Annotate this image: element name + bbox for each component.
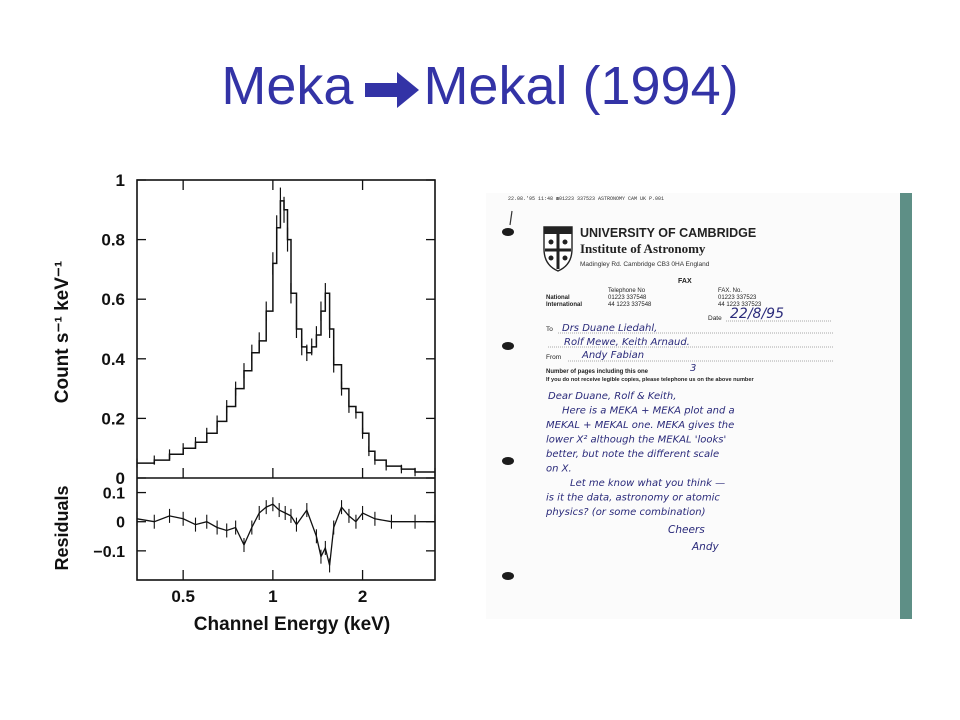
slide-title: Meka Mekal (1994) [0,55,960,117]
fax-document: 22.08.'95 11:48 ☎01223 337523 ASTRONOMY … [486,193,912,619]
fax-message-line: Here is a MEKA + MEKA plot and a [562,406,735,417]
residual-series [136,497,436,573]
international-tel: 44 1223 337548 [608,302,652,308]
y-tick-label: 0.4 [101,350,125,369]
institution-name: UNIVERSITY OF CAMBRIDGE [580,226,756,240]
national-fax: 01223 337523 [718,295,757,301]
fax-notice: If you do not receive legible copies, pl… [546,377,754,383]
international-fax: 44 1223 337523 [718,302,762,308]
fax-message-body: Dear Duane, Rolf & Keith, Here is a MEKA … [545,391,735,518]
x-axis-ticks: 0.5 1 2 [171,180,367,606]
telephone-no-label: Telephone No [608,288,646,294]
x-tick-label: 2 [358,587,367,606]
y-axis-label: Count s⁻¹ keV⁻¹ [52,261,73,404]
spectrum-series [136,187,436,477]
fax-label: FAX [678,278,692,285]
spectrum-chart: 00.20.40.60.81 −0.100.1 0.5 1 2 Count s⁻¹ … [52,171,436,635]
to-line-2: Rolf Mewe, Keith Arnaud. [564,337,690,348]
fax-message-line: better, but note the different scale [546,449,719,460]
residual-line [136,503,435,566]
y-tick-label: 0.6 [101,290,125,309]
fax-message-line: Dear Duane, Rolf & Keith, [548,391,676,402]
y-tick-label: 1 [116,171,125,190]
fax-no-label: FAX. No. [718,288,742,294]
fax-signature: Andy [691,541,720,553]
residual-axis-label: Residuals [52,485,72,570]
fax-edge [900,193,912,619]
fax-message-line: on X. [546,464,572,475]
institute-name: Institute of Astronomy [580,241,706,256]
x-tick-label: 1 [268,587,277,606]
national-label: National [546,295,570,301]
fax-closing: Cheers [668,524,705,536]
x-axis-label: Channel Energy (keV) [194,614,390,635]
pages-value: 3 [690,363,696,374]
fax-message-line: MEKAL + MEKAL one. MEKA gives the [546,420,734,431]
y-tick-label: 0.2 [101,409,125,428]
university-crest-icon [543,226,573,272]
from-label: From [546,354,561,361]
date-label: Date [708,315,722,322]
chart-frame [136,179,436,581]
residual-tick-label: 0.1 [103,486,125,503]
title-left-text: Meka [221,56,354,116]
from-value: Andy Fabian [581,350,644,361]
institute-address: Madingley Rd. Cambridge CB3 0HA England [580,261,710,268]
fax-message-line: physics? (or some combination) [545,507,706,518]
fax-mark [509,210,513,226]
residual-tick-label: 0 [116,515,125,532]
title-right-text: Mekal (1994) [423,56,739,116]
fax-message-line: is it the data, astronomy or atomic [546,493,720,504]
to-line-1: Drs Duane Liedahl, [562,323,657,334]
fax-header-line: 22.08.'95 11:48 ☎01223 337523 ASTRONOMY … [508,196,664,202]
residual-axis-ticks: −0.1 0 0.1 [93,486,435,561]
model-step-line [137,200,435,473]
to-label: To [546,326,553,333]
date-value: 22/8/95 [730,306,784,322]
right-arrow-icon [365,71,420,108]
y-tick-label: 0 [116,469,125,488]
pages-label: Number of pages including this one [546,369,649,375]
international-label: International [546,302,582,308]
residual-tick-label: −0.1 [93,544,125,561]
plot-border [136,179,436,581]
y-axis-ticks: 0 0.2 0.4 0.6 0.8 1 [101,171,435,488]
x-tick-label: 0.5 [171,587,195,606]
y-tick-label: 0.8 [101,231,125,250]
fax-message-line: lower X² although the MEKAL 'looks' [546,435,726,446]
binder-holes [502,228,514,580]
fax-message-line: Let me know what you think — [570,478,725,489]
national-tel: 01223 337548 [608,295,647,301]
